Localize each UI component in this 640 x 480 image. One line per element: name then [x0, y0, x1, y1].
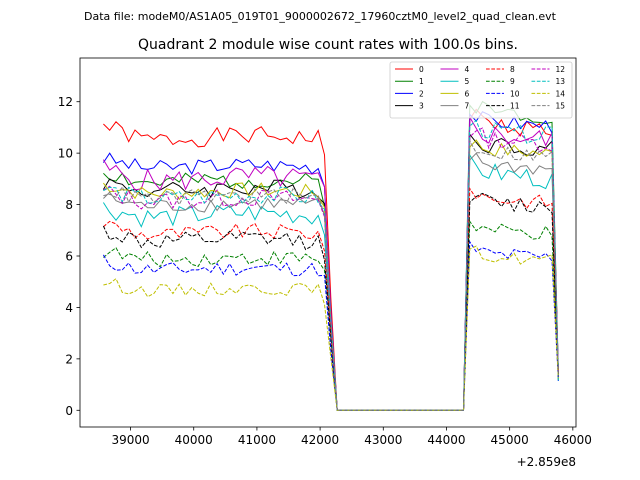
series-line-13: [103, 119, 559, 411]
legend-box: [389, 61, 573, 119]
x-tick-label: 44000: [427, 433, 465, 447]
series-line-10: [102, 240, 559, 411]
series-line-1: [103, 100, 559, 411]
series-line-8: [103, 186, 559, 411]
legend-label-13: 13: [556, 77, 566, 86]
x-tick-label: 46000: [554, 433, 592, 447]
legend-label-7: 7: [465, 102, 470, 111]
y-tick-label: 6: [65, 250, 73, 264]
series-line-2: [102, 111, 559, 411]
legend-label-6: 6: [465, 89, 470, 98]
legend-label-10: 10: [510, 89, 520, 98]
legend-label-4: 4: [465, 65, 470, 74]
figure-suptitle: Data file: modeM0/AS1A05_019T01_90000026…: [84, 10, 557, 23]
series-line-6: [103, 139, 559, 411]
series-line-5: [102, 153, 559, 411]
legend-label-11: 11: [510, 102, 520, 111]
plot-area: 39000 40000 41000 42000 43000 44000 45000 46000…: [58, 57, 592, 447]
legend-label-2: 2: [419, 89, 424, 98]
legend-label-8: 8: [510, 65, 515, 74]
y-tick-label: 0: [65, 404, 73, 418]
y-tick-label: 2: [65, 352, 73, 366]
series-line-15: [103, 139, 559, 411]
legend-label-3: 3: [419, 102, 424, 111]
x-tick-label: 39000: [111, 433, 149, 447]
y-tick-label: 8: [65, 198, 73, 212]
series-line-4: [102, 115, 559, 411]
chart-title: Quadrant 2 module wise count rates with …: [138, 37, 518, 53]
legend-label-5: 5: [465, 77, 470, 86]
x-tick-label: 40000: [175, 433, 213, 447]
y-tick-label: 4: [65, 301, 73, 315]
series-layer: [102, 100, 559, 411]
x-tick-label: 42000: [301, 433, 339, 447]
y-tick-label: 10: [58, 147, 73, 161]
x-tick-label: 45000: [491, 433, 529, 447]
axes-frame: [79, 57, 577, 428]
series-line-7: [103, 152, 559, 411]
x-tick-label: 43000: [364, 433, 402, 447]
x-tick-label: 41000: [238, 433, 276, 447]
legend-label-15: 15: [556, 102, 566, 111]
y-tick-label: 12: [58, 95, 73, 109]
series-line-11: [102, 192, 559, 411]
legend-label-1: 1: [419, 77, 424, 86]
legend-label-9: 9: [510, 77, 515, 86]
legend-label-0: 0: [419, 65, 424, 74]
series-line-12: [103, 127, 559, 411]
legend-label-14: 14: [556, 89, 566, 98]
series-line-14: [103, 245, 559, 411]
x-axis-offset-label: +2.859e8: [517, 455, 576, 469]
legend-label-12: 12: [556, 65, 566, 74]
